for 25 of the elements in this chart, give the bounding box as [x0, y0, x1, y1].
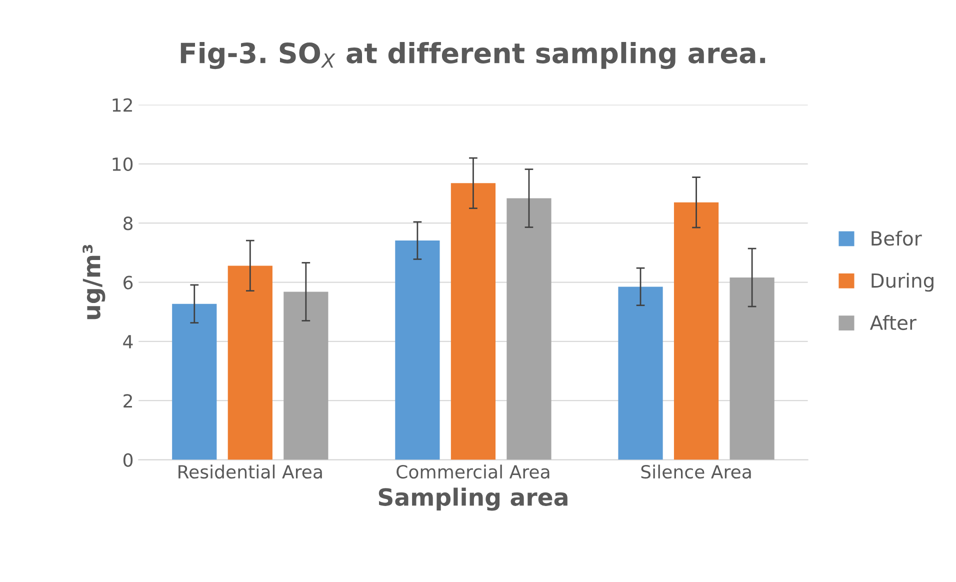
y-tick-label: 4 [123, 335, 133, 348]
y-tick-label: 12 [112, 98, 132, 112]
x-tick-label: Residential Area [178, 464, 322, 479]
bar [506, 198, 552, 460]
bar [674, 202, 719, 460]
x-axis-title: Sampling area [378, 488, 568, 511]
bar [284, 292, 328, 460]
x-tick-label: Silence Area [641, 464, 751, 479]
y-tick-label: 8 [123, 216, 133, 230]
legend-label: Befor [872, 230, 922, 246]
y-tick-label: 6 [124, 276, 133, 290]
bar [395, 240, 440, 460]
bar [618, 286, 663, 460]
chart-title: Fig-3. SO$_{X}$ at different sampling area. [180, 42, 766, 70]
y-tick-label: 10 [112, 157, 133, 172]
legend-label: During [872, 272, 934, 292]
bar [730, 278, 774, 460]
y-axis-title: ug/m³ [82, 244, 106, 320]
y-tick-label: 2 [124, 394, 132, 408]
bar [172, 304, 217, 460]
legend-label: After [870, 315, 916, 330]
y-tick-label: 0 [123, 453, 133, 467]
bar [228, 266, 272, 460]
x-tick-label: Commercial Area [396, 464, 550, 479]
bar [450, 183, 496, 460]
